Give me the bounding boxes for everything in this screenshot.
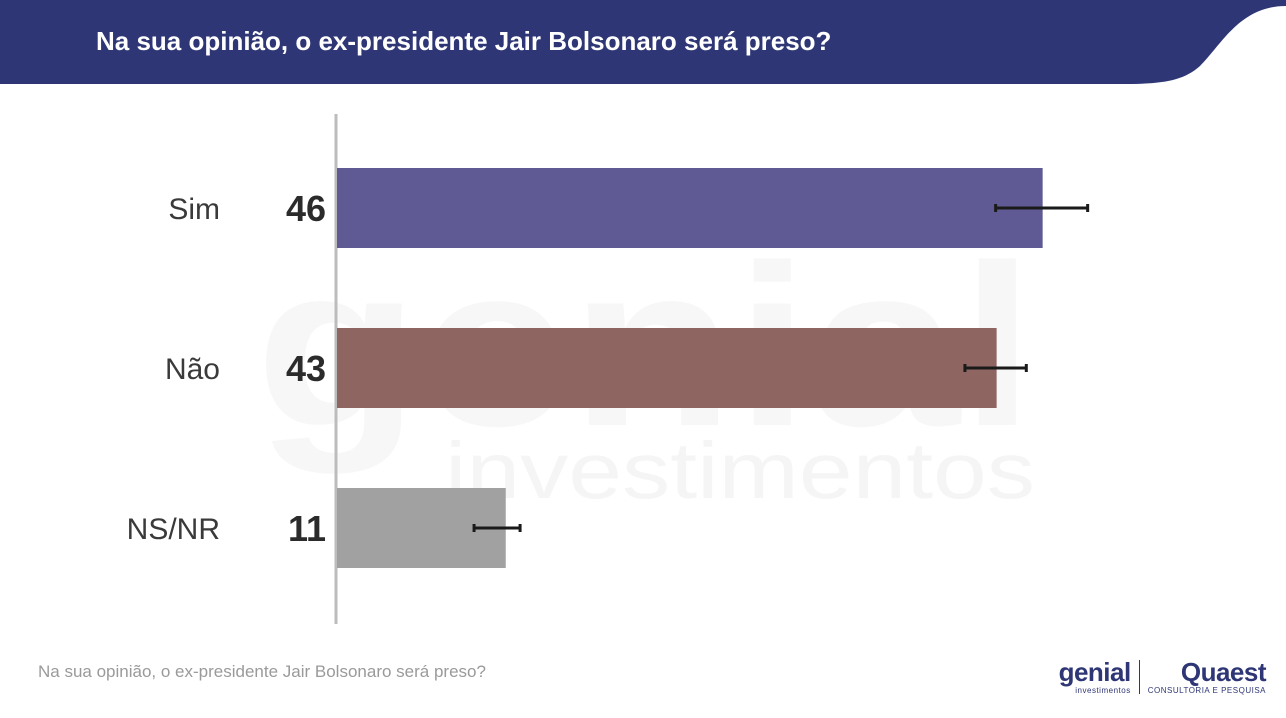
header-background — [0, 0, 1286, 84]
logo-divider — [1138, 660, 1140, 694]
category-label-1: Não — [165, 353, 220, 386]
bar-1 — [337, 328, 997, 408]
genial-logo-name: genial — [1058, 657, 1132, 687]
footer-logos: genial investimentos Quaest CONSULTORIA … — [1058, 657, 1267, 698]
bar-0 — [337, 168, 1043, 248]
quaest-logo: Quaest CONSULTORIA E PESQUISA — [1147, 657, 1267, 695]
category-label-2: NS/NR — [127, 513, 220, 546]
quaest-logo-name: Quaest — [1180, 657, 1267, 687]
page-title: Na sua opinião, o ex-presidente Jair Bol… — [96, 26, 832, 56]
value-label-2: 11 — [288, 508, 326, 549]
watermark-sub-text: investimentos — [445, 426, 1035, 515]
genial-logo-sub: investimentos — [1075, 686, 1131, 695]
category-label-0: Sim — [168, 193, 220, 226]
genial-logo: genial investimentos — [1058, 657, 1132, 695]
footer-question: Na sua opinião, o ex-presidente Jair Bol… — [38, 662, 486, 681]
header-banner: Na sua opinião, o ex-presidente Jair Bol… — [0, 0, 1286, 86]
value-label-0: 46 — [286, 188, 326, 229]
quaest-logo-sub: CONSULTORIA E PESQUISA — [1147, 686, 1266, 695]
value-label-1: 43 — [286, 348, 326, 389]
bar-chart: Sim 46 Não 43 NS/NR 11 — [127, 114, 1090, 624]
